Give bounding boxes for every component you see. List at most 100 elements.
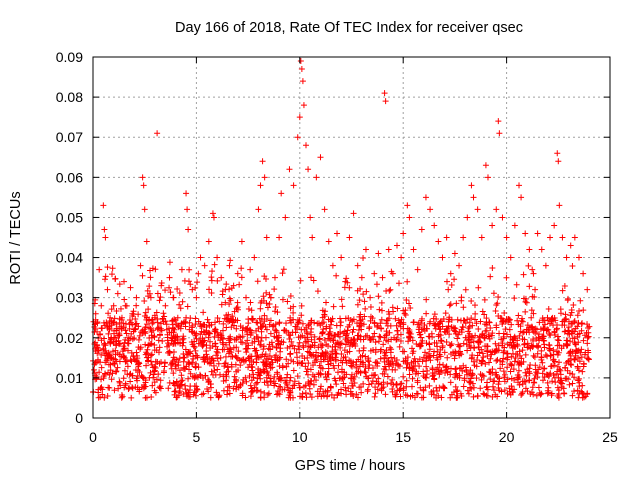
data-point-dense: [338, 350, 345, 357]
data-point-dense: [504, 376, 511, 383]
data-point-dense: [248, 389, 255, 396]
data-point-dense: [308, 317, 315, 324]
data-point-dense: [487, 349, 494, 356]
data-point-dense: [257, 394, 264, 401]
data-point-dense: [186, 266, 193, 273]
data-point-dense: [528, 314, 535, 321]
data-point-dense: [210, 357, 217, 364]
data-point: [101, 226, 108, 233]
data-point-dense: [524, 388, 531, 395]
data-point-dense: [515, 312, 522, 319]
data-point-dense: [442, 364, 449, 371]
data-point-dense: [320, 319, 327, 326]
data-point-dense: [447, 301, 454, 308]
data-point-dense: [105, 369, 112, 376]
data-point-dense: [139, 374, 146, 381]
data-point-dense: [568, 362, 575, 369]
data-point-dense: [147, 340, 154, 347]
data-point-dense: [360, 380, 367, 387]
data-point-dense: [367, 304, 374, 311]
data-point-dense: [207, 344, 214, 351]
data-point-dense: [465, 390, 472, 397]
data-point-dense: [299, 360, 306, 367]
data-point-dense: [134, 377, 141, 384]
data-point-dense: [527, 362, 534, 369]
data-point: [143, 238, 150, 245]
data-point-dense: [390, 381, 397, 388]
data-point-dense: [377, 348, 384, 355]
data-point-dense: [519, 347, 526, 354]
data-point-dense: [369, 333, 376, 340]
data-point-dense: [500, 355, 507, 362]
data-point-dense: [304, 330, 311, 337]
data-point-dense: [136, 332, 143, 339]
data-point: [166, 274, 173, 281]
data-point-dense: [258, 316, 265, 323]
data-point-dense: [152, 389, 159, 396]
data-point-dense: [213, 352, 220, 359]
data-point-dense: [267, 330, 274, 337]
data-point-dense: [366, 325, 373, 332]
y-tick-label: 0.08: [56, 89, 83, 105]
data-point-dense: [441, 349, 448, 356]
data-point-dense: [499, 342, 506, 349]
data-point-dense: [456, 343, 463, 350]
data-point-dense: [516, 381, 523, 388]
data-point-dense: [266, 321, 273, 328]
data-point-dense: [110, 339, 117, 346]
data-point-dense: [492, 391, 499, 398]
data-point-dense: [402, 391, 409, 398]
data-point: [358, 274, 365, 281]
data-point-dense: [152, 358, 159, 365]
data-point-dense: [320, 392, 327, 399]
data-point-dense: [121, 345, 128, 352]
data-point: [257, 182, 264, 189]
data-point-dense: [534, 350, 541, 357]
data-point-dense: [151, 312, 158, 319]
data-point: [367, 294, 374, 301]
data-point-dense: [508, 353, 515, 360]
data-point-dense: [157, 385, 164, 392]
data-point: [518, 194, 525, 201]
data-point-dense: [469, 354, 476, 361]
data-point-dense: [380, 384, 387, 391]
data-point-dense: [491, 387, 498, 394]
data-point-dense: [128, 358, 135, 365]
data-point-dense: [305, 343, 312, 350]
data-point-dense: [363, 373, 370, 380]
data-point-dense: [530, 328, 537, 335]
data-point-dense: [362, 353, 369, 360]
data-point-dense: [521, 341, 528, 348]
data-point-dense: [575, 377, 582, 384]
data-point-dense: [371, 330, 378, 337]
data-point-dense: [261, 312, 268, 319]
data-point-dense: [577, 349, 584, 356]
data-point-dense: [492, 308, 499, 315]
data-point-dense: [404, 278, 411, 285]
data-point-dense: [462, 364, 469, 371]
data-point-dense: [382, 391, 389, 398]
data-point-dense: [246, 373, 253, 380]
data-point-dense: [461, 377, 468, 384]
data-point-dense: [581, 351, 588, 358]
data-point: [299, 78, 306, 85]
data-point-dense: [197, 331, 204, 338]
data-point-dense: [296, 339, 303, 346]
data-point-dense: [179, 377, 186, 384]
data-point-dense: [262, 275, 269, 282]
data-point: [271, 274, 278, 281]
data-point-dense: [584, 340, 591, 347]
data-point-dense: [311, 333, 318, 340]
data-point-dense: [576, 390, 583, 397]
data-point-dense: [218, 334, 225, 341]
data-point: [547, 234, 554, 241]
data-point-dense: [516, 374, 523, 381]
data-point-dense: [412, 370, 419, 377]
data-point-dense: [253, 333, 260, 340]
data-point-dense: [237, 362, 244, 369]
data-point-dense: [178, 372, 185, 379]
data-point-dense: [244, 337, 251, 344]
data-point-dense: [282, 380, 289, 387]
data-point-dense: [202, 372, 209, 379]
